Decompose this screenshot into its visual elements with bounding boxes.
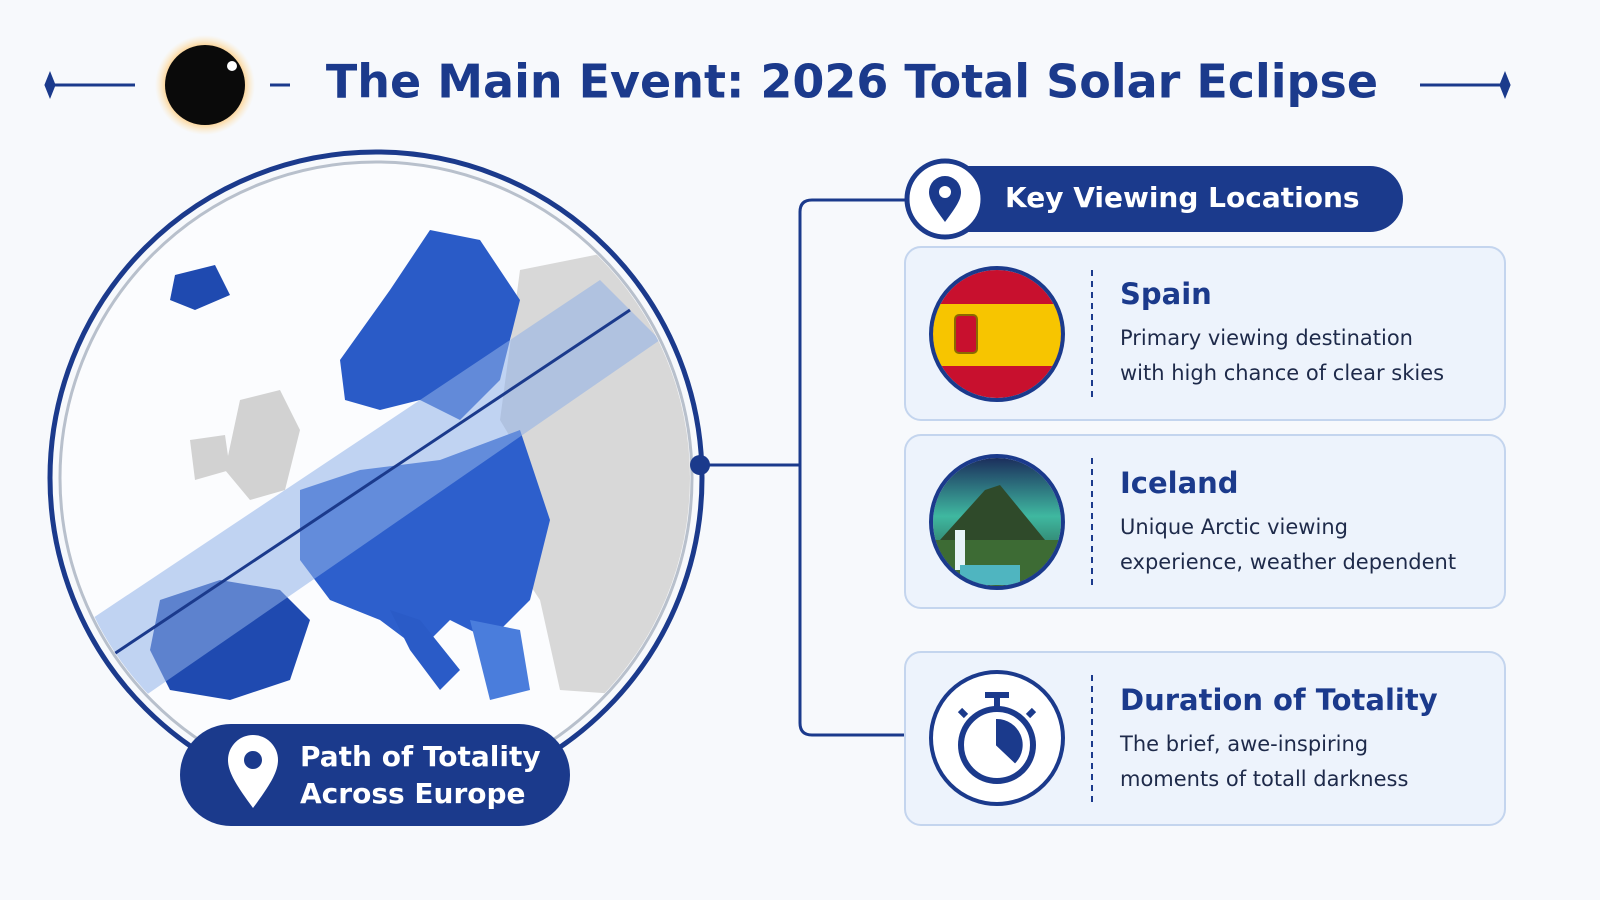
card-title: Duration of Totality bbox=[1120, 683, 1438, 717]
card-bg bbox=[904, 434, 1506, 609]
map-greece bbox=[470, 620, 530, 700]
eclipse-flare bbox=[227, 61, 237, 71]
card: Iceland Unique Arctic viewing experience… bbox=[904, 434, 1506, 609]
stopwatch-icon bbox=[957, 692, 1037, 784]
card-description: with high chance of clear skies bbox=[1120, 361, 1444, 385]
card: Duration of Totality The brief, awe-insp… bbox=[904, 651, 1506, 826]
map-ireland bbox=[190, 435, 230, 480]
pin-icon bbox=[228, 735, 278, 808]
card-description: Primary viewing destination bbox=[1120, 326, 1413, 350]
pin-hole bbox=[939, 186, 951, 198]
pin-hole bbox=[244, 751, 262, 769]
connector-dot bbox=[690, 455, 710, 475]
totality-centerline bbox=[89, 308, 631, 672]
card-description: experience, weather dependent bbox=[1120, 550, 1456, 574]
spain-flag bbox=[933, 270, 1061, 398]
card-bg bbox=[904, 246, 1506, 421]
connectors bbox=[700, 198, 905, 737]
map-label-line: Across Europe bbox=[300, 777, 526, 810]
map-iceland bbox=[170, 265, 230, 310]
card-title: Spain bbox=[1120, 277, 1212, 311]
map-label-line: Path of Totality bbox=[300, 740, 541, 773]
locations-title: Key Viewing Locations bbox=[1005, 181, 1360, 214]
map-italy bbox=[390, 610, 460, 690]
pin-icon bbox=[929, 176, 961, 222]
card-description: The brief, awe-inspiring bbox=[1119, 732, 1368, 756]
icon-ring bbox=[929, 266, 1065, 402]
eclipse-icon bbox=[165, 45, 245, 125]
card-bg bbox=[904, 651, 1506, 826]
map-label-pill bbox=[180, 724, 570, 826]
card-title: Iceland bbox=[1120, 466, 1239, 500]
card: Spain Primary viewing destination with h… bbox=[904, 246, 1506, 421]
card-description: Unique Arctic viewing bbox=[1120, 515, 1348, 539]
page-title: The Main Event: 2026 Total Solar Eclipse bbox=[326, 55, 1378, 109]
map-britain bbox=[225, 390, 300, 500]
card-description: moments of totall darkness bbox=[1120, 767, 1408, 791]
header-decor bbox=[44, 70, 1511, 100]
icon-ring bbox=[929, 454, 1065, 590]
map bbox=[62, 230, 690, 720]
locations-pill bbox=[905, 166, 1403, 232]
